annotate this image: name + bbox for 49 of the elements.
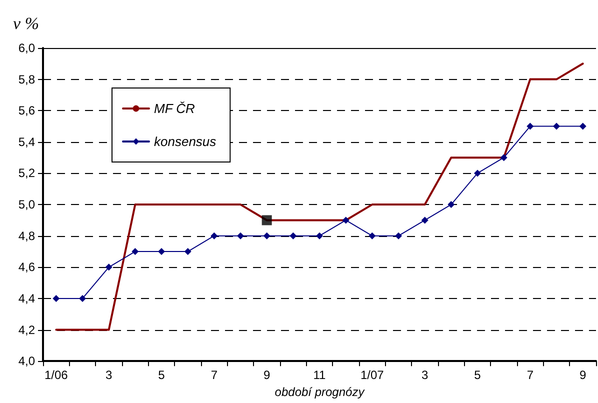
point — [184, 248, 192, 256]
x-tick-label: 9 — [263, 368, 270, 382]
point — [290, 232, 297, 240]
point — [132, 248, 139, 256]
point — [210, 232, 218, 240]
point — [263, 232, 270, 240]
point — [474, 170, 481, 177]
point — [421, 216, 428, 224]
x-axis-title: období prognózy — [274, 385, 366, 399]
y-tick-label: 6,0 — [18, 41, 36, 55]
point — [158, 248, 165, 256]
point — [52, 294, 60, 302]
point — [316, 232, 323, 240]
y-tick-label: 4,0 — [18, 354, 36, 368]
y-tick-label: 4,2 — [18, 322, 36, 337]
x-tick-label: 1/06 — [44, 368, 68, 382]
legend-label: MF ČR — [154, 101, 195, 116]
x-tick-label: 3 — [105, 368, 112, 382]
x-tick-label: 11 — [313, 368, 326, 382]
point — [579, 122, 586, 130]
y-tick-label: 4,4 — [18, 291, 36, 306]
x-tick-label: 5 — [158, 368, 166, 382]
y-tick-label: 5,0 — [18, 198, 36, 212]
x-tick-label: 7 — [210, 368, 218, 382]
point — [368, 232, 376, 240]
y-axis-title: v % — [13, 14, 39, 33]
x-tick-label: 9 — [579, 368, 586, 382]
point — [342, 216, 350, 224]
point — [553, 122, 560, 130]
point — [448, 201, 455, 208]
point — [105, 264, 112, 271]
y-tick-label: 5,8 — [18, 72, 36, 86]
y-tick-label: 4,8 — [18, 228, 36, 243]
point — [395, 232, 402, 240]
y-tick-label: 5,2 — [18, 166, 36, 180]
line-series — [55, 62, 584, 331]
y-tick-label: 5,4 — [18, 134, 36, 149]
point — [237, 232, 244, 240]
point — [262, 215, 272, 226]
legend-label: konsensus — [154, 134, 217, 149]
x-tick-label: 3 — [421, 368, 428, 382]
x-tick-label: 7 — [526, 368, 534, 382]
x-tick-label: 1/07 — [360, 368, 384, 382]
y-tick-label: 4,6 — [18, 260, 36, 274]
point — [79, 294, 86, 302]
point — [500, 154, 508, 162]
point — [526, 122, 534, 130]
x-tick-label: 5 — [474, 368, 482, 382]
y-tick-label: 5,6 — [18, 104, 36, 118]
